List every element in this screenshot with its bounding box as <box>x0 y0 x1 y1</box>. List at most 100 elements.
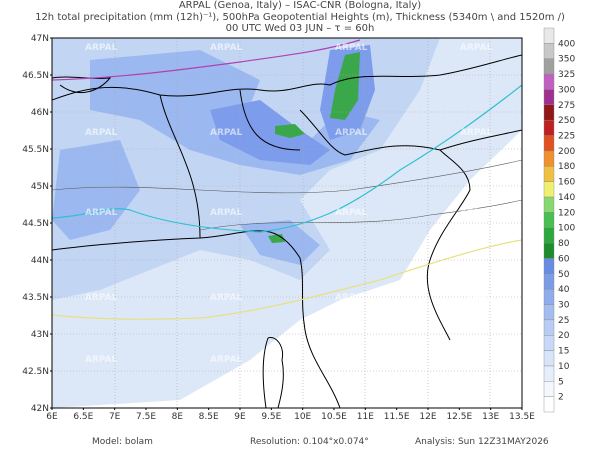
watermark: ARPAL <box>210 128 243 138</box>
footer-resolution: Resolution: 0.104°x0.074° <box>250 437 369 447</box>
watermark: ARPAL <box>460 293 493 303</box>
lon-label: 13E <box>482 412 499 422</box>
colorbar-label: 2 <box>558 393 564 403</box>
lon-label: 10.5E <box>321 412 347 422</box>
lon-label: 7E <box>109 412 121 422</box>
colorbar-label: 100 <box>558 224 575 234</box>
colorbar-label: 275 <box>558 101 575 111</box>
lon-label: 7.5E <box>136 412 156 422</box>
colorbar-swatch <box>543 227 555 244</box>
watermark: ARPAL <box>210 293 243 303</box>
colorbar-label: 80 <box>558 239 570 249</box>
colorbar-swatch <box>543 288 555 305</box>
colorbar-label: 325 <box>558 70 575 80</box>
lon-label: 9E <box>234 412 246 422</box>
lon-label: 8E <box>172 412 184 422</box>
colorbar-label: 400 <box>558 39 575 49</box>
lon-label: 9.5E <box>261 412 281 422</box>
watermark: ARPAL <box>210 43 243 53</box>
colorbar-label: 30 <box>558 300 570 310</box>
watermark: ARPAL <box>210 208 243 218</box>
lon-label: 11.5E <box>384 412 410 422</box>
watermark: ARPAL <box>460 355 493 365</box>
lon-label: 6.5E <box>73 412 93 422</box>
footer-analysis: Analysis: Sun 12Z31MAY2026 <box>415 437 549 447</box>
watermark: ARPAL <box>85 208 118 218</box>
lat-label: 45.5N <box>22 145 49 155</box>
colorbar-swatch <box>543 43 555 59</box>
title-line: 12h total precipitation (mm (12h)⁻¹), 50… <box>35 12 565 23</box>
lon-label: 13.5E <box>509 412 535 422</box>
colorbar-label: 10 <box>558 362 570 372</box>
colorbar-label: 120 <box>558 208 575 218</box>
watermark: ARPAL <box>335 355 368 365</box>
watermark: ARPAL <box>335 128 368 138</box>
colorbar-label: 40 <box>558 285 570 295</box>
colorbar-label: 250 <box>558 116 575 126</box>
colorbar-label: 5 <box>558 377 564 387</box>
watermark: ARPAL <box>85 128 118 138</box>
watermark: ARPAL <box>335 43 368 53</box>
colorbar-swatch <box>543 104 555 121</box>
colorbar-label: 350 <box>558 55 575 65</box>
lat-label: 45N <box>31 182 49 192</box>
lon-label: 8.5E <box>199 412 219 422</box>
colorbar-swatch <box>543 181 555 198</box>
colorbar-label: 25 <box>558 316 569 326</box>
colorbar-swatch <box>543 73 555 90</box>
colorbar-swatch <box>543 335 555 351</box>
lon-label: 12E <box>419 412 436 422</box>
watermark: ARPAL <box>85 355 118 365</box>
colorbar-swatch <box>543 212 555 228</box>
colorbar-swatch <box>543 396 555 413</box>
lat-label: 46.5N <box>22 71 49 81</box>
watermark: ARPAL <box>460 43 493 53</box>
lat-label: 43.5N <box>22 293 49 303</box>
colorbar-swatch <box>543 150 555 167</box>
colorbar-swatch <box>543 135 555 152</box>
colorbar-swatch <box>543 365 555 382</box>
watermark: ARPAL <box>460 128 493 138</box>
colorbar-label: 180 <box>558 162 575 172</box>
watermark: ARPAL <box>210 355 243 365</box>
colorbar-swatch <box>543 166 555 182</box>
watermark: ARPAL <box>460 208 493 218</box>
colorbar-label: 60 <box>558 254 570 264</box>
colorbar-label: 225 <box>558 132 575 142</box>
lat-label: 44.5N <box>22 219 49 229</box>
colorbar-label: 15 <box>558 347 569 357</box>
title-line: 00 UTC Wed 03 JUN – τ = 60h <box>226 23 375 34</box>
lat-label: 43N <box>31 330 49 340</box>
lat-label: 44N <box>31 256 49 266</box>
colorbar-swatch <box>543 27 555 44</box>
lon-label: 6E <box>46 412 58 422</box>
colorbar-swatch <box>543 196 555 213</box>
colorbar-label: 140 <box>558 193 575 203</box>
colorbar-swatch <box>543 58 555 75</box>
watermark: ARPAL <box>85 43 118 53</box>
colorbar-swatch <box>543 350 555 367</box>
colorbar-swatch <box>543 119 555 136</box>
colorbar-label: 200 <box>558 147 575 157</box>
watermark: ARPAL <box>85 293 118 303</box>
lat-label: 47N <box>31 34 49 44</box>
watermark: ARPAL <box>335 293 368 303</box>
colorbar-swatch <box>543 242 555 259</box>
colorbar-swatch <box>543 89 555 106</box>
colorbar-swatch <box>543 304 555 321</box>
colorbar-label: 20 <box>558 331 570 341</box>
title-line: ARPAL (Genoa, Italy) – ISAC-CNR (Bologna… <box>179 0 421 11</box>
lat-label: 46N <box>31 108 49 118</box>
footer-model: Model: bolam <box>92 437 153 447</box>
colorbar-swatch <box>543 258 555 274</box>
watermark: ARPAL <box>335 208 368 218</box>
lat-label: 42N <box>31 404 49 414</box>
colorbar-label: 50 <box>558 270 570 280</box>
map: ARPAL ARPAL ARPAL ARPAL ARPAL ARPAL ARPAL ARPAL… <box>52 38 522 408</box>
lon-label: 11E <box>357 412 374 422</box>
colorbar-swatch <box>543 273 555 290</box>
lon-label: 10E <box>294 412 311 422</box>
lat-label: 42.5N <box>22 367 49 377</box>
colorbar-swatch <box>543 319 555 336</box>
